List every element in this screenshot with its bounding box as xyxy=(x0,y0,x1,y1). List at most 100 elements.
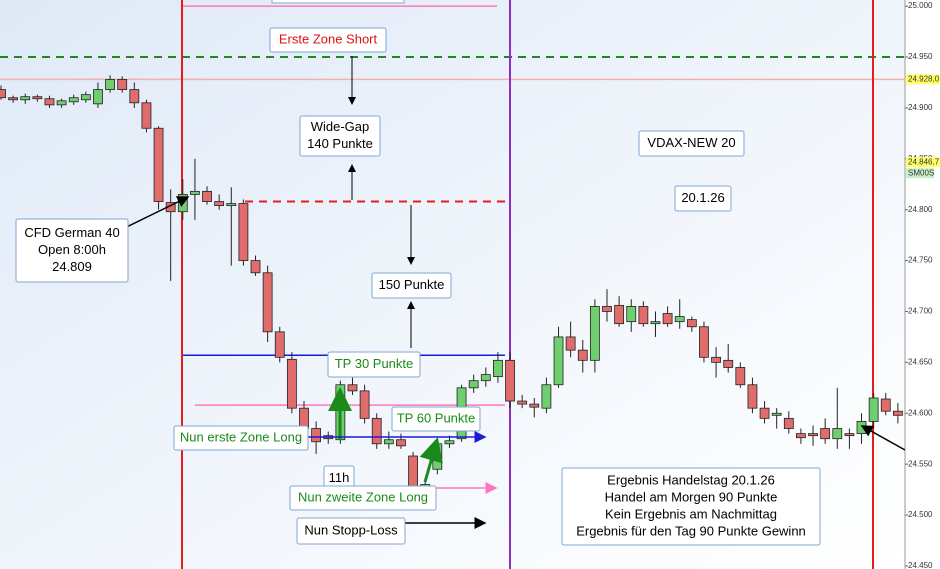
candle-body xyxy=(602,305,612,312)
annotation-box xyxy=(15,218,129,283)
annotation-box xyxy=(638,130,745,157)
candle-body xyxy=(359,390,370,419)
candle-body xyxy=(383,439,394,445)
candle-body xyxy=(177,194,188,213)
candle-body xyxy=(274,331,285,358)
candle-body xyxy=(844,433,855,437)
candle-body xyxy=(226,203,237,207)
axis-background xyxy=(905,0,940,569)
annotation-box xyxy=(296,517,406,545)
annotation-box xyxy=(173,425,309,451)
candle-body xyxy=(529,403,540,408)
candle-body xyxy=(20,96,31,101)
price-tag-box xyxy=(906,168,934,179)
annotation-box xyxy=(391,406,481,432)
candle-body xyxy=(68,97,79,103)
candle-body xyxy=(347,384,358,392)
candle-body xyxy=(56,100,67,106)
candle-body xyxy=(577,349,588,361)
candle-body xyxy=(0,89,6,99)
y-tick-label: 25.000 xyxy=(908,1,933,10)
y-tick-label: 24.600 xyxy=(908,408,933,417)
annotation-text: VDAX-NEW 20 xyxy=(647,135,735,150)
candle-body xyxy=(747,384,758,409)
candle-body xyxy=(214,201,225,207)
candle-body xyxy=(553,336,564,386)
candle-body xyxy=(371,417,382,445)
price-tag: SM00S xyxy=(908,168,934,177)
y-tick-label: 24.800 xyxy=(908,205,933,214)
annotation-box xyxy=(289,485,437,511)
candle-body xyxy=(250,260,261,274)
annotation-text: Kein Ergebnis am Nachmittag xyxy=(605,506,777,521)
candle-body xyxy=(820,428,831,440)
annotation-text: Nun Stopp-Loss xyxy=(304,522,398,537)
candle-body xyxy=(202,190,212,202)
candle-body xyxy=(541,384,552,409)
candle-body xyxy=(565,336,576,351)
price-label: 24.928,0 xyxy=(908,75,940,84)
candle-body xyxy=(505,359,515,402)
candle-body xyxy=(589,305,600,361)
candle-body xyxy=(638,305,649,325)
annotation-text: Ergebnis für den Tag 90 Punkte Gewinn xyxy=(576,523,806,538)
y-tick-label: 24.750 xyxy=(908,256,933,265)
candle-body xyxy=(735,367,746,386)
y-tick-label: 24.700 xyxy=(908,307,933,316)
candle-body xyxy=(32,96,43,100)
annotation-box xyxy=(271,0,405,4)
candle-body xyxy=(723,359,734,368)
candle-body xyxy=(626,305,637,323)
annotation-box xyxy=(561,467,821,546)
candle-body xyxy=(299,407,309,429)
candle-body xyxy=(190,190,200,195)
annotation-text: 24.809 xyxy=(52,259,92,274)
candle-body xyxy=(796,433,806,439)
candle-body xyxy=(686,319,697,328)
candle-body xyxy=(650,321,661,325)
annotation-box xyxy=(269,27,387,53)
arrow xyxy=(860,425,906,451)
annotation-box xyxy=(371,272,452,299)
annotation-text: Erste Zone Short xyxy=(279,31,378,46)
candle-body xyxy=(614,304,625,325)
price-label: 24.846,7 xyxy=(908,157,940,166)
candle-body xyxy=(517,400,528,405)
price-label-box xyxy=(906,157,940,168)
annotation-text: 20.1.26 xyxy=(681,190,724,205)
price-label-box xyxy=(906,74,940,85)
candle-body xyxy=(262,272,273,333)
candle-body xyxy=(117,78,128,90)
annotation-text: Nun zweite Zone Long xyxy=(298,489,428,504)
candle-body xyxy=(493,359,503,378)
annotation-text: TP 30 Punkte xyxy=(335,356,414,371)
candle-body xyxy=(783,417,794,429)
candle-body xyxy=(8,97,19,101)
candle-body xyxy=(141,102,152,129)
y-tick-label: 24.900 xyxy=(908,103,933,112)
candle-body xyxy=(93,89,103,105)
annotation-text: Wide-Gap xyxy=(311,119,370,134)
annotation-box xyxy=(674,185,732,212)
annotation-text: CFD German 40 xyxy=(24,225,119,240)
y-tick-label: 24.450 xyxy=(908,561,933,569)
candle-body xyxy=(468,380,479,389)
candle-body xyxy=(771,412,782,416)
candle-body xyxy=(674,316,685,323)
candle-body xyxy=(880,398,891,412)
candle-body xyxy=(444,440,455,445)
annotation-text: 11h xyxy=(329,470,350,485)
candle-body xyxy=(808,433,818,437)
annotation-box xyxy=(299,115,381,157)
candle-body xyxy=(699,326,709,358)
candle-body xyxy=(153,127,164,202)
annotation-text: 150 Punkte xyxy=(379,277,445,292)
y-tick-label: 24.950 xyxy=(908,52,933,61)
annotation-text: Open 8:00h xyxy=(38,242,106,257)
candle-body xyxy=(892,410,903,416)
y-tick-label: 24.650 xyxy=(908,357,933,366)
y-tick-label: 24.550 xyxy=(908,459,933,468)
candle-body xyxy=(759,407,770,419)
candle-body xyxy=(711,356,721,363)
candle-body xyxy=(480,374,491,382)
